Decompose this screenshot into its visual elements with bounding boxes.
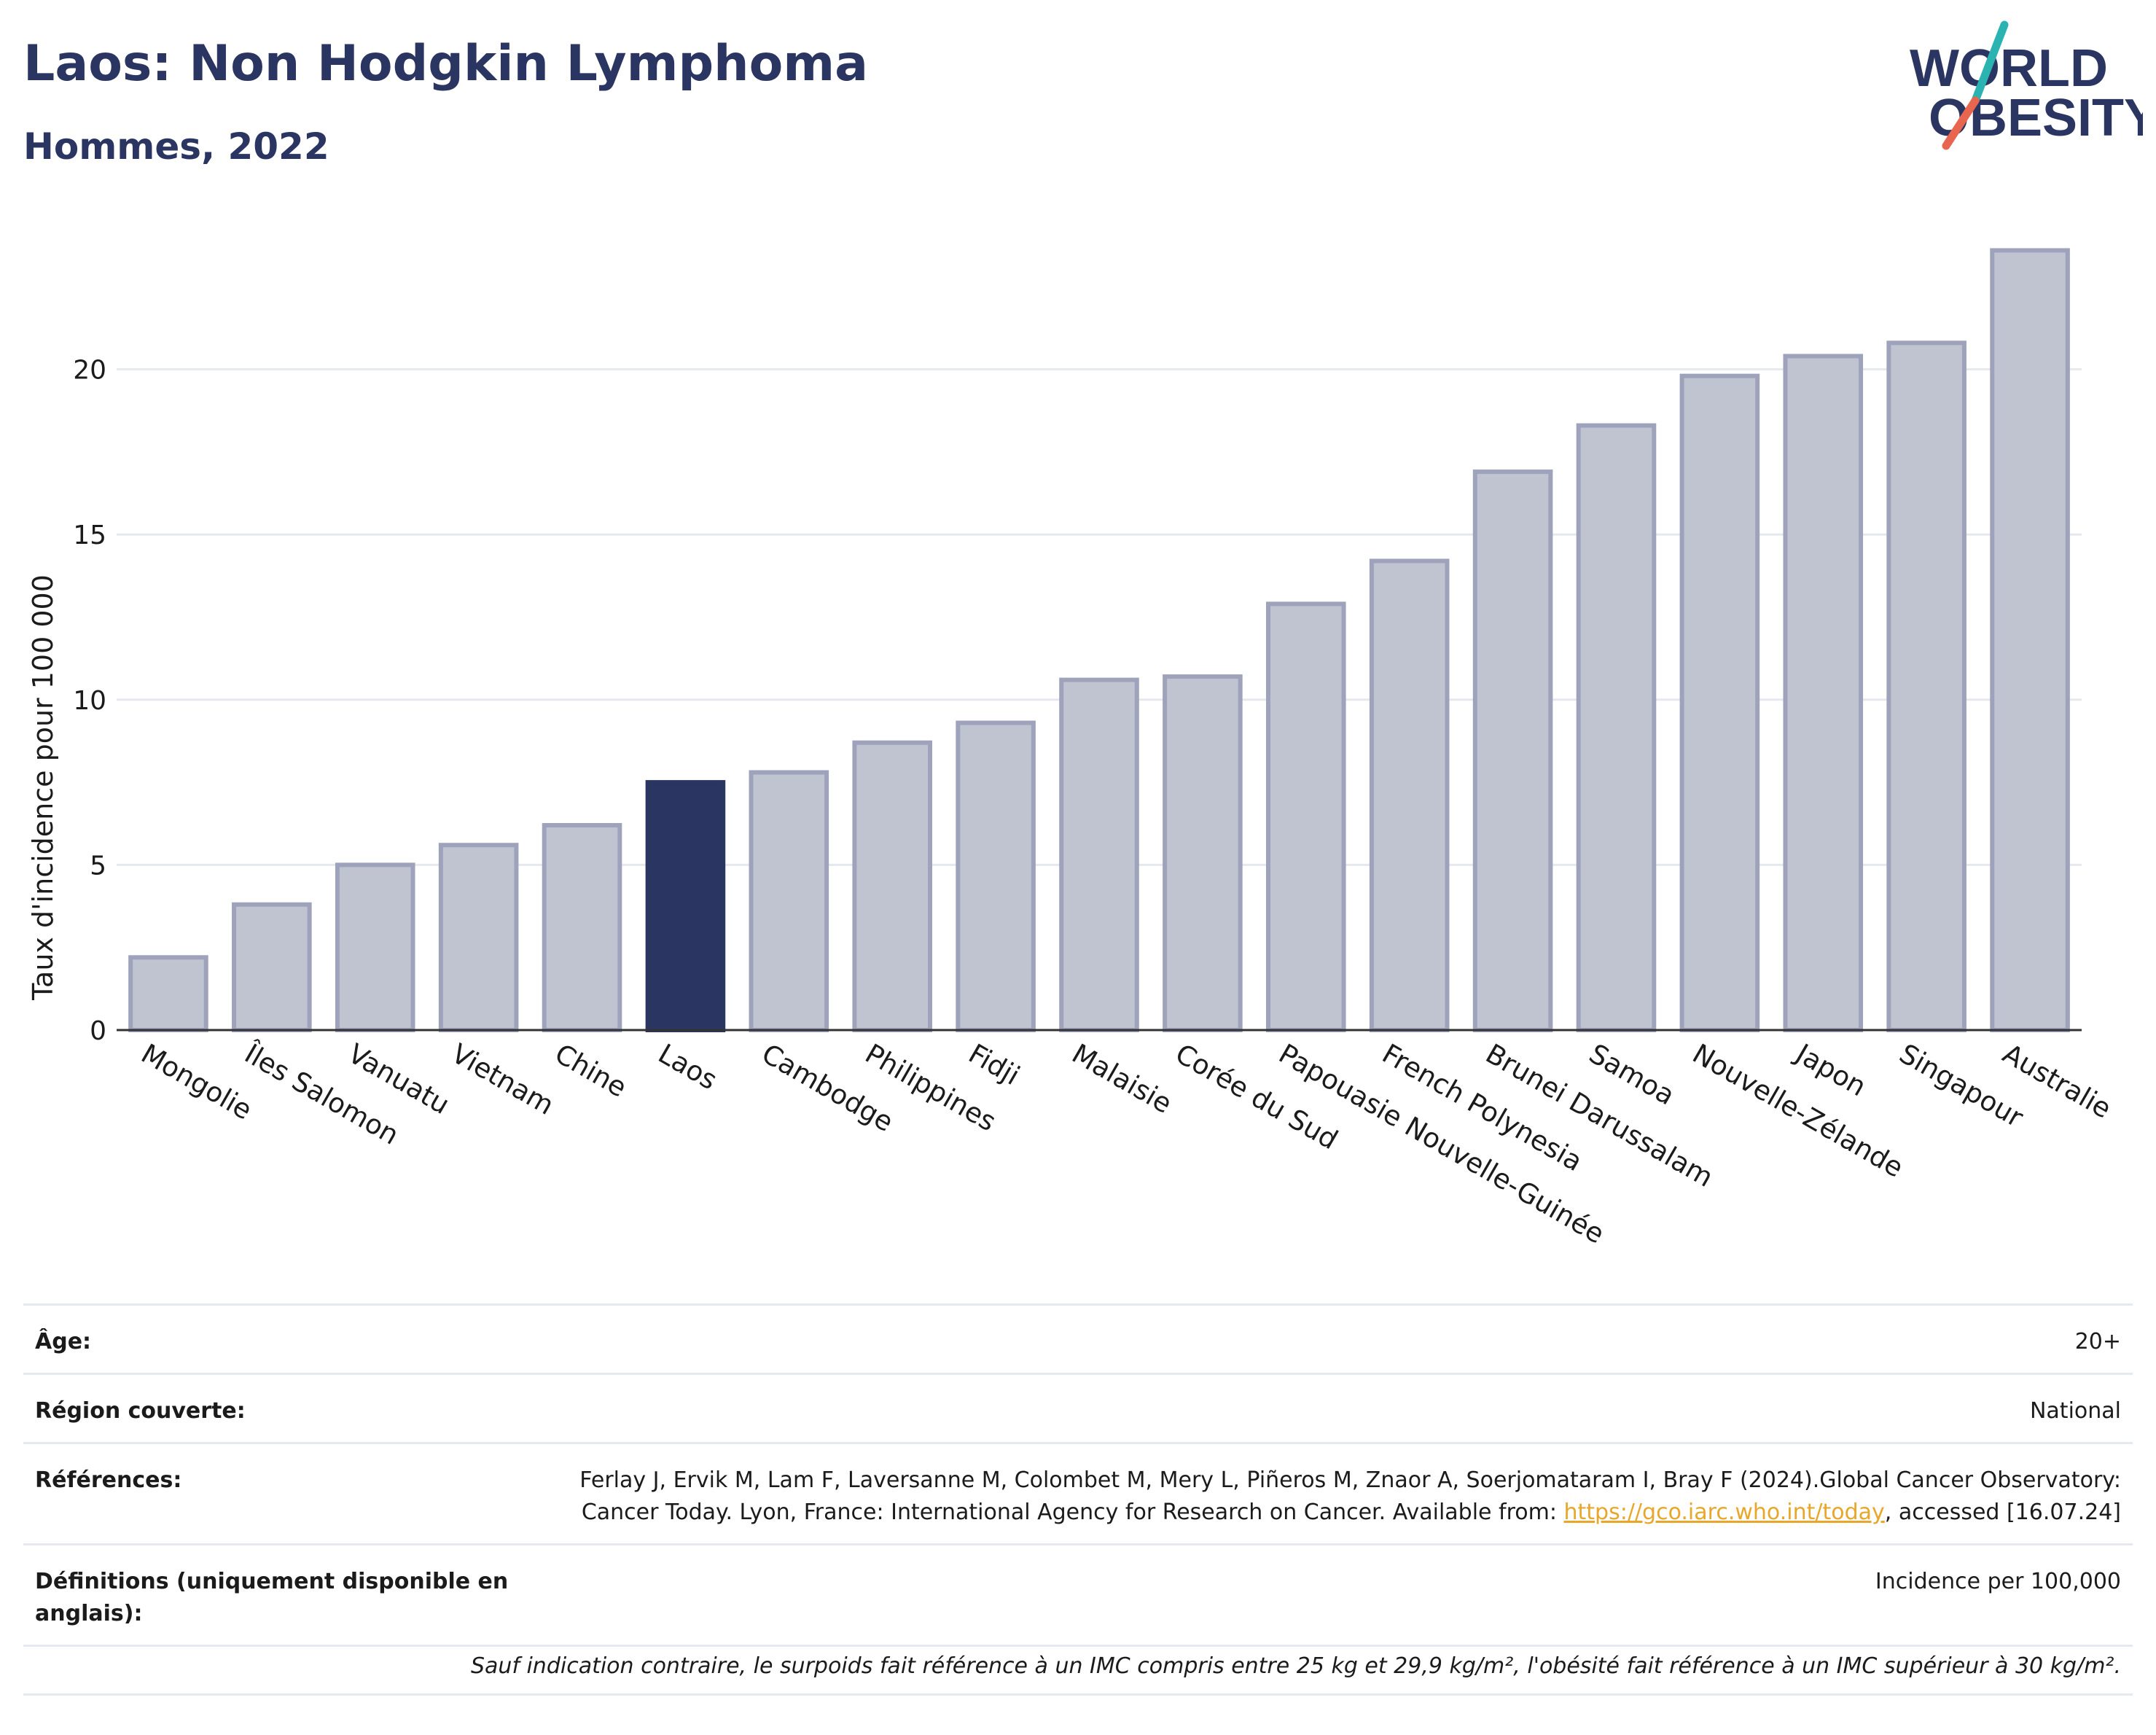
references-link[interactable]: https://gco.iarc.who.int/today [1563, 1500, 1885, 1525]
logo-slash-bottom [1942, 96, 1980, 150]
x-tick-label: Vietnam [446, 1038, 559, 1121]
bar-fidji[interactable] [956, 720, 1036, 1032]
info-row-age: Âge: 20+ [23, 1306, 2133, 1375]
y-tick-label: 20 [73, 356, 106, 386]
definitions-label: Définitions (uniquement disponible en an… [35, 1569, 509, 1626]
logo-slash-top [1971, 20, 2009, 105]
x-tick-label: Mongolie [136, 1038, 257, 1126]
bar-mongolie[interactable] [128, 955, 208, 1033]
bar-malaisie[interactable] [1059, 677, 1139, 1032]
bar-nouvelle-z-lande[interactable] [1679, 373, 1760, 1032]
bar-australie[interactable] [1990, 248, 2070, 1032]
definitions-value: Incidence per 100,000 [1875, 1569, 2121, 1594]
x-tick-label: Fidji [964, 1038, 1026, 1092]
chart-title: Laos: Non Hodgkin Lymphoma [23, 35, 869, 93]
bar-cambodge[interactable] [749, 770, 829, 1033]
bar-japon[interactable] [1783, 354, 1864, 1032]
bar-french-polynesia[interactable] [1369, 558, 1450, 1032]
y-tick-label: 15 [73, 520, 106, 550]
y-tick-label: 0 [90, 1016, 106, 1046]
logo-text-world: WORLD [1910, 39, 2108, 98]
footnote: Sauf indication contraire, le surpoids f… [23, 1639, 2133, 1696]
info-table: Âge: 20+ Région couverte: National Référ… [23, 1303, 2133, 1647]
bar-vanuatu[interactable] [335, 862, 415, 1033]
bar--les-salomon[interactable] [232, 902, 312, 1033]
references-text: Ferlay J, Ervik M, Lam F, Laversanne M, … [579, 1467, 2121, 1525]
world-obesity-logo: WORLD OBESITY [1910, 20, 2143, 150]
x-tick-label: Japon [1789, 1037, 1872, 1103]
y-tick-label: 10 [73, 686, 106, 716]
info-row-definitions: Définitions (uniquement disponible en an… [23, 1545, 2133, 1647]
info-row-references: Références: Ferlay J, Ervik M, Lam F, La… [23, 1444, 2133, 1545]
info-row-region: Région couverte: National [23, 1375, 2133, 1444]
bar-cor-e-du-sud[interactable] [1163, 674, 1243, 1032]
age-label: Âge: [35, 1329, 92, 1354]
references-value: Ferlay J, Ervik M, Lam F, Laversanne M, … [531, 1465, 2121, 1529]
region-label: Région couverte: [35, 1398, 246, 1424]
x-tick-label: Laos [653, 1038, 722, 1096]
x-tick-label: Chine [550, 1038, 632, 1104]
bar-philippines[interactable] [852, 740, 933, 1032]
x-tick-label: Malaisie [1067, 1038, 1178, 1120]
bar-chine[interactable] [542, 823, 622, 1032]
bars [128, 248, 2070, 1033]
references-accessed: , accessed [16.07.24] [1884, 1500, 2121, 1525]
y-axis-label: Taux d'incidence pour 100 000 [27, 574, 59, 1001]
chart-subtitle: Hommes, 2022 [23, 125, 329, 168]
age-value: 20+ [2074, 1329, 2121, 1354]
bar-papouasie-nouvelle-guin-e[interactable] [1265, 601, 1346, 1032]
region-value: National [2029, 1398, 2121, 1424]
bar-samoa[interactable] [1576, 423, 1657, 1032]
bar-laos[interactable] [645, 780, 726, 1032]
bar-singapour[interactable] [1886, 340, 1966, 1032]
bar-brunei-darussalam[interactable] [1472, 469, 1553, 1032]
bar-vietnam[interactable] [438, 843, 519, 1033]
y-tick-label: 5 [90, 851, 106, 881]
references-label: Références: [35, 1467, 182, 1493]
